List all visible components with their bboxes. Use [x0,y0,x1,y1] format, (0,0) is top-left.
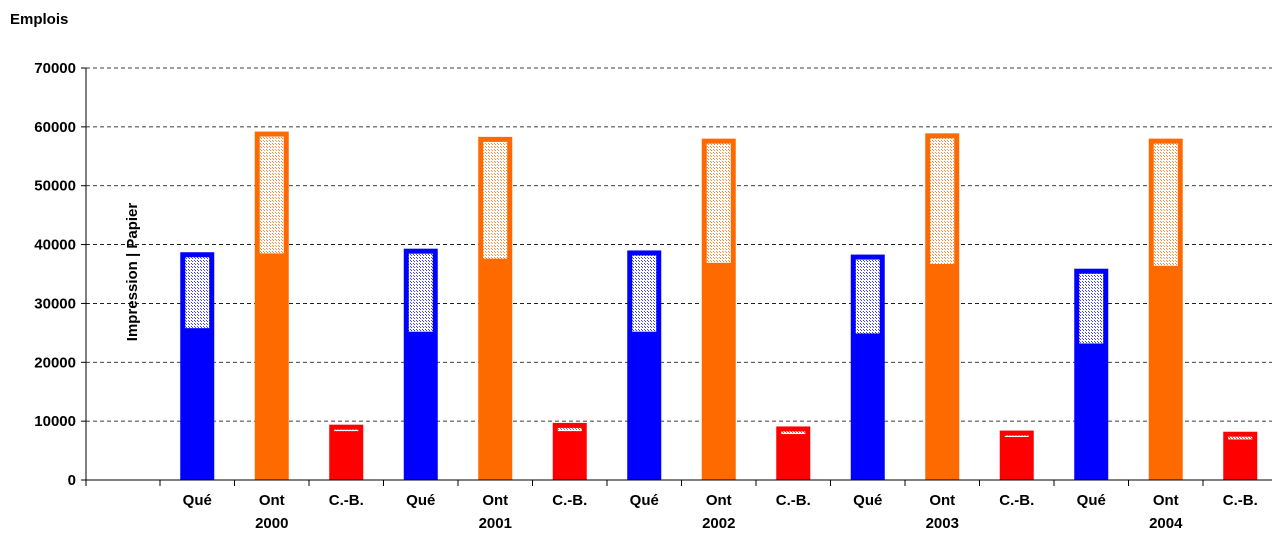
bar-segment-upper [855,259,880,334]
x-category-label: Qué [630,492,659,509]
bar-segment-upper [259,136,284,254]
bar-segment-lower [776,426,811,480]
bar-cb-2003 [999,430,1034,480]
x-category-label: Qué [406,492,435,509]
x-year-label: 2002 [702,515,735,532]
x-category-label: C.-B. [552,492,587,509]
bar-segment-lower [999,430,1034,480]
x-category-label: C.-B. [999,492,1034,509]
y-tick-label: 20000 [34,354,76,371]
bar-segment-lower [329,424,364,480]
x-category-label: Ont [929,492,955,509]
x-category-label: Qué [1077,492,1106,509]
bar-qu-2003 [850,254,885,480]
x-category-label: Ont [259,492,285,509]
bar-ont-2002 [701,138,736,480]
bar-qu-2000 [180,252,215,480]
y-tick-label: 70000 [34,60,76,77]
bar-segment-upper [781,431,806,435]
x-category-label: Ont [706,492,732,509]
x-axis-category-labels: Qué Ont C.-B. Qué Ont C.-B. Qué Ont C.-B. Qué Ont C… [85,480,1258,509]
bar-cb-2004 [1223,431,1258,480]
bar-ont-2000 [254,131,289,480]
y-tick-label: 50000 [34,178,76,195]
y-axis-ticks: 0 10000 20000 30000 40000 50000 60000 70000 [34,60,86,489]
x-category-label: Ont [1153,492,1179,509]
y-tick-label: 40000 [34,237,76,254]
bar-segment-upper [706,143,731,263]
x-category-label: Qué [853,492,882,509]
bar-segment-upper [930,138,955,264]
x-category-label: C.-B. [329,492,364,509]
bar-ont-2001 [478,136,513,480]
x-axis-year-labels: 2000 2001 2002 2003 2004 [255,515,1183,532]
y-tick-label: 30000 [34,295,76,312]
bar-cb-2001 [552,422,587,480]
in-plot-label: Impression | Papier [124,203,141,342]
bar-segment-upper [632,255,657,332]
bar-segment-upper [334,429,359,432]
x-category-label: C.-B. [1223,492,1258,509]
bar-ont-2004 [1148,138,1183,480]
bar-segment-upper [1079,273,1104,344]
x-category-label: C.-B. [776,492,811,509]
bar-qu-2002 [627,250,662,480]
y-tick-label: 0 [68,472,76,489]
bar-ont-2003 [925,133,960,480]
bar-qu-2004 [1074,268,1109,480]
bar-segment-lower [552,422,587,480]
bar-cb-2000 [329,424,364,480]
bar-segment-upper [185,257,210,329]
bar-segment-upper [1153,143,1178,266]
x-year-label: 2004 [1149,515,1183,532]
x-year-label: 2001 [479,515,512,532]
bar-qu-2001 [403,248,438,480]
y-axis-title: Emplois [10,11,68,28]
bar-cb-2002 [776,426,811,480]
bar-segment-upper [408,253,433,332]
x-category-label: Ont [482,492,508,509]
x-category-label: Qué [183,492,212,509]
bar-segment-lower [1223,431,1258,480]
bar-segment-upper [1228,436,1253,440]
bars [180,131,1258,480]
x-year-label: 2000 [255,515,288,532]
y-tick-label: 60000 [34,119,76,136]
bar-segment-upper [483,141,508,259]
bar-segment-upper [557,427,582,432]
bar-segment-upper [1004,435,1029,438]
y-tick-label: 10000 [34,413,76,430]
x-year-label: 2003 [926,515,959,532]
